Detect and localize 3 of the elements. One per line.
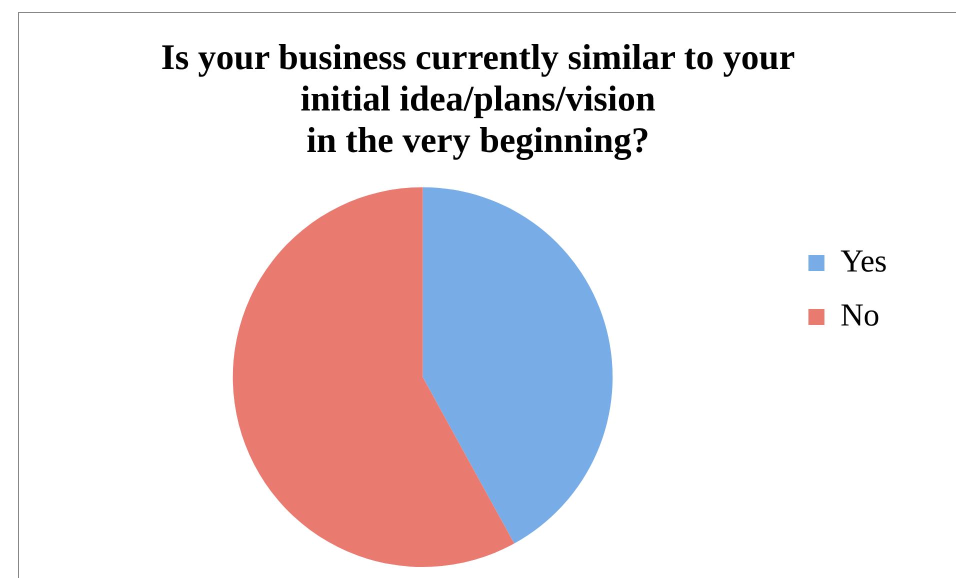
legend-label: Yes [840,242,887,278]
legend-label: No [840,296,880,332]
chart-title: Is your business currently similar to your initial idea/plans/vision in the very beginning? [160,36,796,160]
